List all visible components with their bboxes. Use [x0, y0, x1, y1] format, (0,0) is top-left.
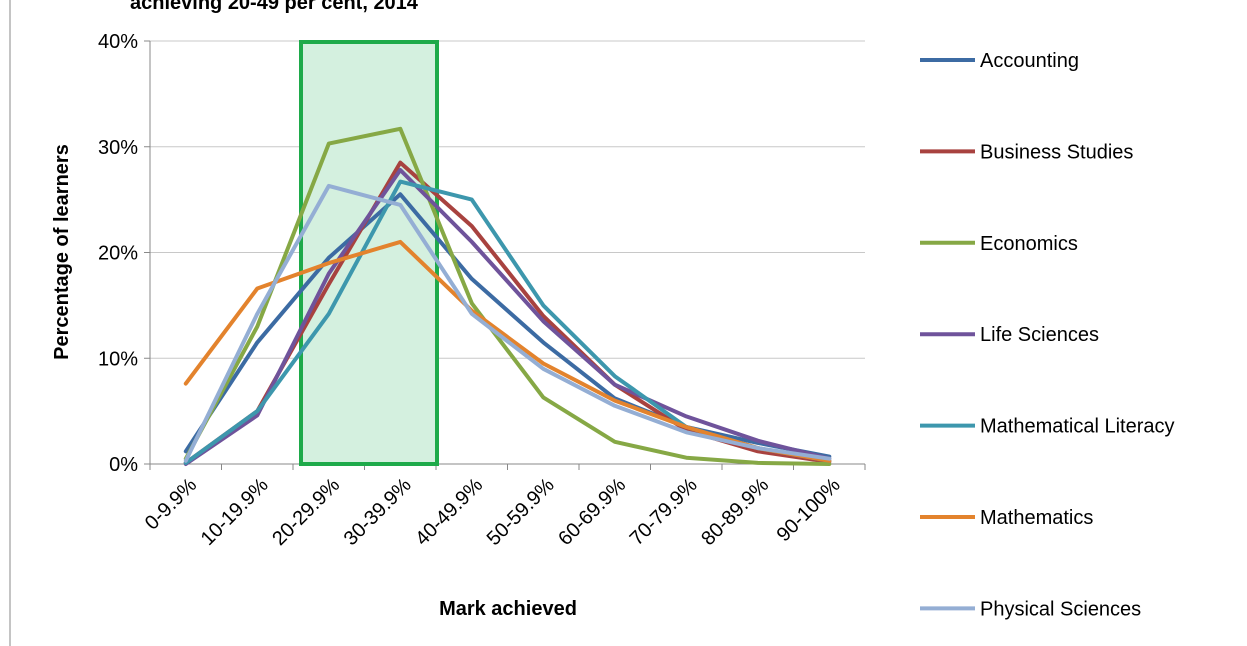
legend-label: Economics	[980, 233, 1078, 255]
series-line	[183, 239, 832, 463]
x-tick-label: 70-79.9%	[626, 474, 702, 550]
series-line	[183, 183, 832, 463]
x-tick-label: 80-89.9%	[697, 474, 773, 550]
x-tick-label: 20-29.9%	[268, 474, 344, 550]
legend-label: Business Studies	[980, 141, 1133, 163]
x-axis-label: Mark achieved	[439, 598, 577, 620]
y-tick-label: 0%	[109, 454, 138, 476]
series-line	[183, 192, 832, 459]
y-tick-label: 20%	[98, 243, 138, 265]
series-line	[183, 126, 832, 466]
legend-label: Mathematical Literacy	[980, 416, 1175, 438]
x-tick-label: 50-59.9%	[483, 474, 559, 550]
y-tick-label: 30%	[98, 137, 138, 159]
x-tick-label: 0-9.9%	[141, 474, 202, 535]
x-tick-label: 90-100%	[773, 474, 845, 546]
legend-label: Physical Sciences	[980, 598, 1141, 620]
legend-label: Mathematics	[980, 507, 1093, 529]
x-tick-label: 60-69.9%	[554, 474, 630, 550]
x-tick-label: 30-39.9%	[340, 474, 416, 550]
series-line	[183, 168, 832, 466]
y-axis-label: Percentage of learners	[51, 144, 73, 360]
x-tick-label: 40-49.9%	[411, 474, 487, 550]
legend-label: Life Sciences	[980, 324, 1099, 346]
chart-title: achieving 20-49 per cent, 2014	[130, 0, 419, 14]
y-tick-label: 40%	[98, 31, 138, 53]
y-tick-label: 10%	[98, 348, 138, 370]
x-tick-label: 10-19.9%	[197, 474, 273, 550]
series-line	[183, 179, 832, 465]
legend-label: Accounting	[980, 50, 1079, 72]
